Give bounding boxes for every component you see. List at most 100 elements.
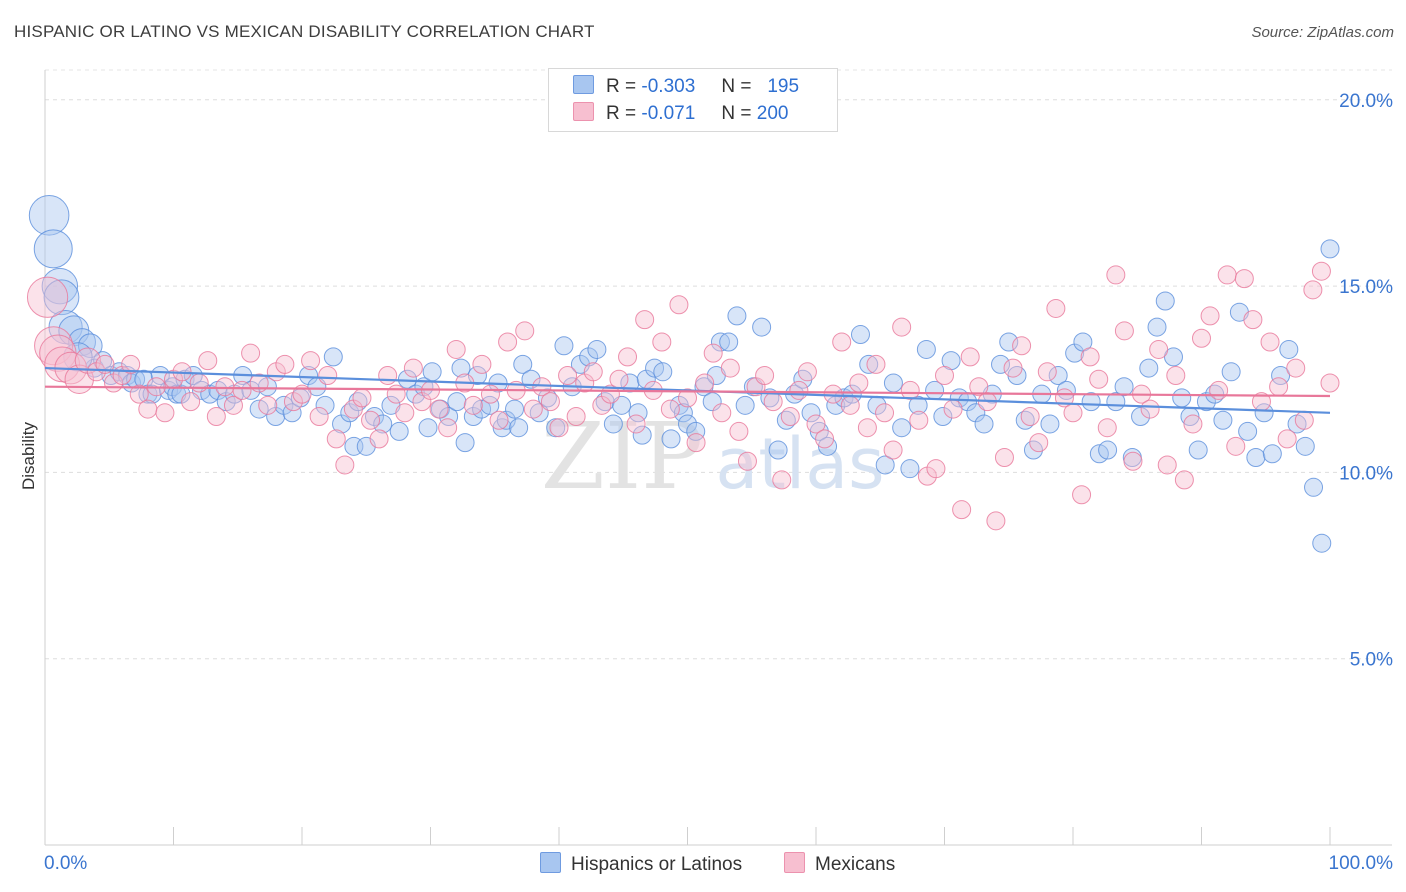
data-point — [403, 358, 423, 378]
data-point — [1226, 436, 1246, 456]
data-point — [566, 407, 586, 427]
legend-n-label: N = — [721, 76, 752, 97]
data-point — [332, 414, 352, 434]
data-point — [720, 358, 740, 378]
data-point — [1123, 451, 1143, 471]
data-point — [755, 366, 775, 386]
data-point — [991, 354, 1011, 374]
x-tick-label-max: 100.0% — [1329, 853, 1394, 874]
data-point — [752, 317, 772, 337]
data-point — [832, 332, 852, 352]
data-point — [463, 395, 483, 415]
bottom-legend-label: Hispanics or Latinos — [571, 854, 743, 875]
data-point — [26, 276, 69, 318]
data-point — [652, 332, 672, 352]
data-point — [1081, 392, 1101, 412]
data-point — [661, 429, 681, 449]
series-mexicans-points — [26, 261, 1340, 531]
data-point — [489, 410, 509, 430]
data-point — [183, 366, 203, 386]
data-point — [966, 403, 986, 423]
data-point — [429, 399, 449, 419]
data-point — [28, 195, 70, 236]
data-point — [686, 433, 706, 453]
data-point — [301, 351, 321, 371]
data-point — [926, 459, 946, 479]
data-point — [960, 347, 980, 367]
data-point — [1262, 444, 1282, 464]
data-point — [1260, 332, 1280, 352]
data-point — [451, 358, 471, 378]
data-point — [554, 336, 574, 356]
watermark: ZIP atlas — [541, 403, 885, 510]
data-point — [1303, 280, 1323, 300]
data-point — [223, 395, 243, 415]
data-point — [1277, 429, 1297, 449]
data-point — [1238, 421, 1258, 441]
data-point — [719, 332, 739, 352]
data-point — [34, 326, 74, 366]
data-point — [818, 436, 838, 456]
data-point — [1294, 410, 1314, 430]
data-point — [587, 339, 607, 359]
data-point — [1139, 358, 1159, 378]
legend-r-value: -0.071 — [641, 103, 696, 124]
data-point — [900, 459, 920, 479]
data-point — [1213, 410, 1233, 430]
correlation-legend: R = -0.303 N = 195 R = -0.071 N = 200 — [548, 68, 838, 132]
data-point — [95, 354, 115, 374]
data-point — [695, 373, 715, 393]
data-point — [1147, 317, 1167, 337]
data-point — [232, 380, 252, 400]
data-point — [710, 332, 730, 352]
data-point — [1029, 433, 1049, 453]
data-point — [1286, 358, 1306, 378]
data-point — [455, 433, 475, 453]
data-point — [875, 403, 895, 423]
data-point — [632, 425, 652, 445]
data-point — [1037, 362, 1057, 382]
legend-n-value: 200 — [756, 103, 789, 124]
axes — [44, 70, 1392, 846]
data-point — [678, 388, 697, 408]
data-point — [801, 403, 821, 423]
data-point — [446, 339, 466, 359]
data-point — [1295, 436, 1315, 456]
data-point — [776, 410, 796, 430]
data-point — [909, 410, 929, 430]
data-point — [513, 354, 533, 374]
data-point — [498, 332, 518, 352]
y-tick-label: 20.0% — [1339, 91, 1393, 112]
data-point — [1192, 328, 1211, 348]
data-point — [1320, 373, 1340, 393]
data-point — [703, 343, 723, 363]
data-point — [198, 351, 218, 371]
data-point — [463, 407, 483, 427]
data-point — [1063, 403, 1083, 423]
data-point — [669, 295, 689, 315]
data-point — [1012, 336, 1032, 356]
data-point — [875, 455, 895, 475]
data-point — [335, 455, 355, 475]
data-point — [727, 306, 747, 326]
data-point — [806, 414, 826, 434]
data-point — [678, 414, 697, 434]
y-tick-label: 10.0% — [1339, 463, 1393, 484]
data-point — [369, 429, 389, 449]
data-point — [712, 403, 732, 423]
data-point — [735, 395, 755, 415]
data-point — [1065, 343, 1085, 363]
data-point — [315, 395, 335, 415]
data-point — [1003, 358, 1023, 378]
data-point — [378, 366, 398, 386]
data-point — [395, 403, 415, 423]
data-point — [600, 384, 620, 404]
data-point — [603, 414, 623, 434]
data-point — [609, 369, 629, 389]
data-point — [537, 388, 557, 408]
legend-n-value: 195 — [767, 76, 800, 97]
data-point — [1209, 380, 1229, 400]
data-point — [916, 339, 936, 359]
data-point — [1304, 477, 1324, 497]
